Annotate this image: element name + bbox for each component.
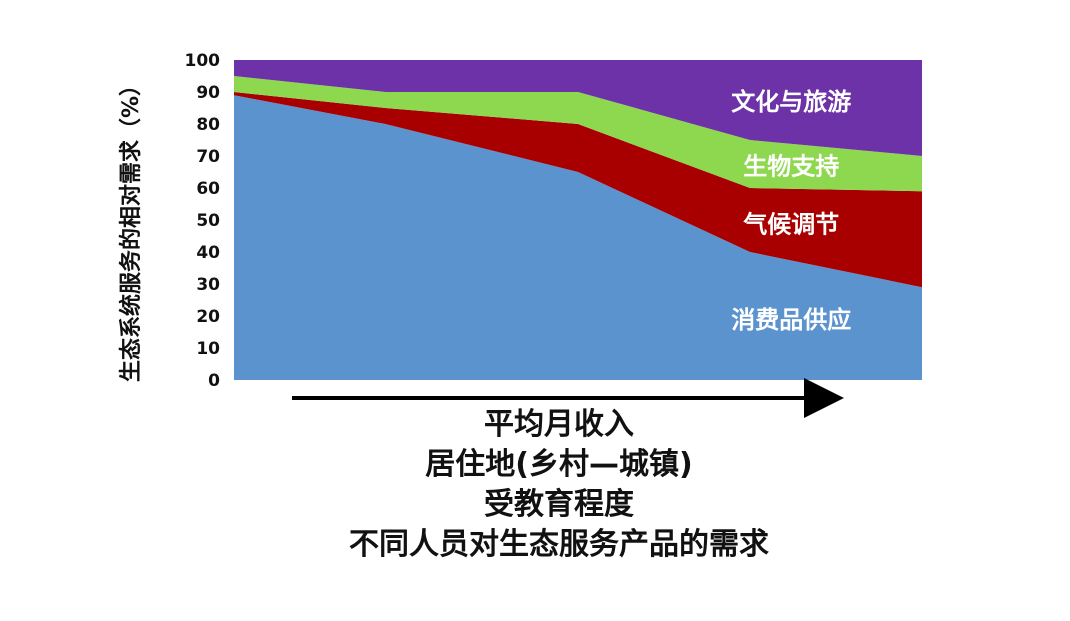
y-tick-label: 0 — [208, 371, 220, 391]
y-tick-label: 10 — [196, 339, 220, 359]
y-tick-label: 20 — [196, 307, 220, 327]
y-tick-label: 60 — [196, 179, 220, 199]
caption-block: 平均月收入 居住地(乡村—城镇) 受教育程度 不同人员对生态服务产品的需求 — [0, 405, 1070, 565]
y-tick-label: 80 — [196, 115, 220, 135]
area-labels: 消费品供应 气候调节 生物支持 文化与旅游 — [731, 88, 851, 334]
area-label-1: 消费品供应 — [731, 306, 851, 334]
caption-education: 受教育程度 — [484, 487, 634, 522]
y-tick-label: 40 — [196, 243, 220, 263]
area-layers — [234, 60, 922, 380]
y-tick-label: 70 — [196, 147, 220, 167]
y-tick-label: 90 — [196, 83, 220, 103]
area-label-2: 气候调节 — [742, 211, 839, 239]
y-axis: 0 10 20 30 40 50 60 70 80 90 100 — [185, 51, 221, 391]
caption-demand: 不同人员对生态服务产品的需求 — [349, 527, 769, 562]
area-label-4: 文化与旅游 — [731, 88, 851, 116]
area-label-3: 生物支持 — [743, 152, 839, 180]
area-2 — [234, 92, 922, 288]
area-1 — [234, 95, 922, 380]
caption-residence: 居住地(乡村—城镇) — [425, 447, 693, 482]
area-4 — [234, 60, 922, 156]
area-3 — [234, 76, 922, 192]
y-axis-label: 生态系统服务的相对需求（%） — [118, 74, 144, 382]
y-tick-label: 100 — [185, 51, 221, 71]
y-tick-label: 50 — [196, 211, 220, 231]
caption-income: 平均月收入 — [484, 407, 634, 442]
y-tick-label: 30 — [196, 275, 220, 295]
